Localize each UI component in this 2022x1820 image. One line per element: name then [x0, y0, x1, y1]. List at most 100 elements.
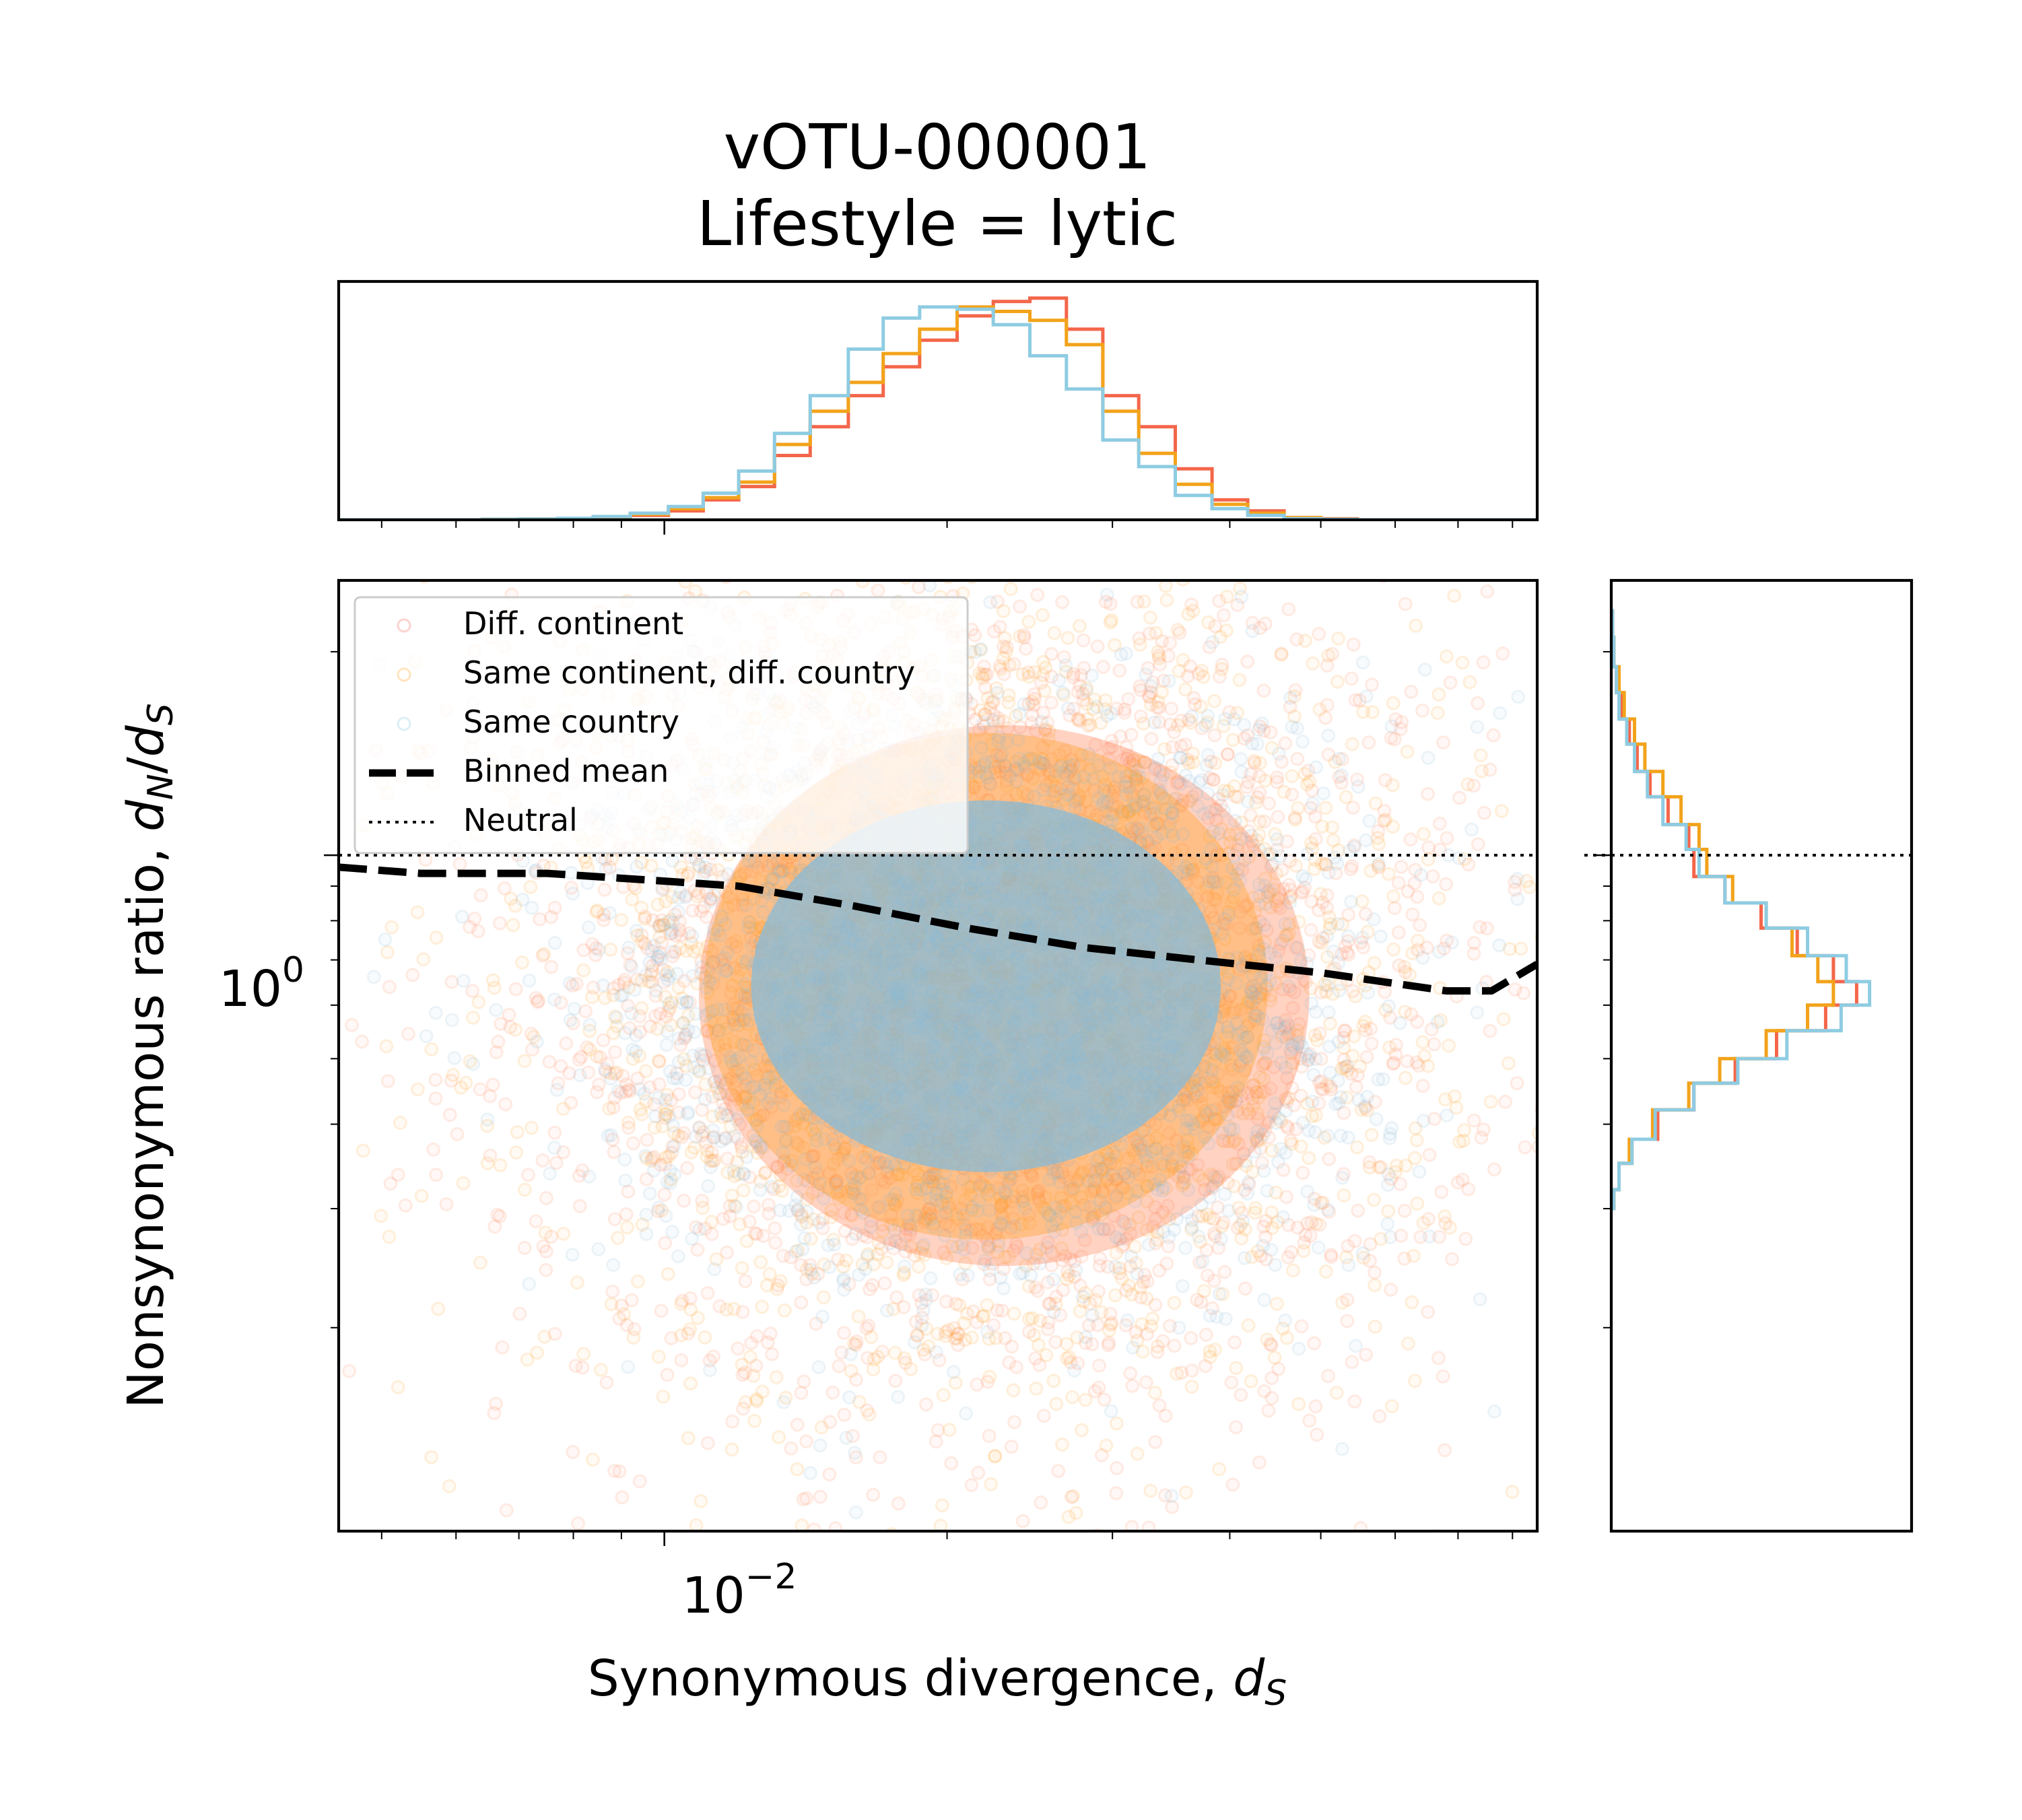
scatter-point [1301, 1052, 1316, 1067]
scatter-point [716, 1211, 731, 1226]
scatter-point [1063, 1174, 1077, 1188]
scatter-point [971, 1465, 986, 1480]
scatter-point [832, 1359, 846, 1374]
scatter-point [1480, 584, 1495, 599]
scatter-point [1115, 1213, 1130, 1228]
scatter-point [687, 883, 702, 898]
scatter-point [1541, 999, 1553, 1011]
scatter-point [671, 980, 686, 995]
scatter-point [1148, 1117, 1163, 1132]
scatter-point [1325, 646, 1340, 661]
scatter-point [1125, 753, 1140, 768]
scatter-point [1356, 1019, 1371, 1034]
scatter-point [405, 968, 420, 982]
scatter-point [658, 1110, 672, 1125]
scatter-point [790, 1417, 805, 1432]
scatter-point [1007, 656, 1021, 671]
scatter-point [1069, 1506, 1083, 1520]
scatter-point [1163, 558, 1175, 570]
scatter-point [1496, 1012, 1511, 1027]
scatter-point [584, 990, 599, 1005]
scatter-point [1234, 1388, 1248, 1403]
scatter-point [398, 1198, 413, 1213]
scatter-point [1036, 1409, 1051, 1423]
scatter-point [1124, 727, 1139, 742]
scatter-point [1340, 1582, 1352, 1594]
scatter-point [1387, 732, 1402, 747]
scatter-point [444, 974, 459, 989]
scatter-point [1131, 1210, 1146, 1225]
scatter-point [774, 853, 789, 868]
scatter-point [1013, 720, 1027, 735]
scatter-point [1217, 1099, 1232, 1114]
scatter-point [718, 452, 730, 464]
scatter-point [796, 1492, 811, 1507]
scatter-point [539, 1244, 553, 1259]
scatter-point [1143, 1483, 1158, 1498]
scatter-point [1340, 1314, 1355, 1328]
scatter-point [1215, 1219, 1229, 1234]
scatter-point [517, 1240, 532, 1255]
scatter-point [429, 1168, 444, 1182]
scatter-point [1020, 367, 1032, 379]
scatter-point [380, 945, 395, 959]
scatter-point [1739, 951, 1751, 963]
scatter-point [1053, 782, 1068, 796]
scatter-point [683, 1376, 698, 1391]
scatter-point [1467, 936, 1481, 950]
scatter-point [675, 1293, 689, 1308]
scatter-point [1409, 1133, 1424, 1148]
scatter-point [873, 1450, 887, 1464]
scatter-point [1646, 867, 1658, 879]
scatter-point [1170, 718, 1185, 733]
scatter-point [1345, 800, 1360, 815]
scatter-point [1318, 710, 1333, 725]
scatter-point [749, 1328, 764, 1343]
scatter-point [1237, 731, 1252, 746]
scatter-point [1153, 764, 1168, 779]
scatter-point [1240, 1085, 1255, 1100]
scatter-point [1250, 790, 1265, 805]
scatter-point [487, 980, 502, 995]
scatter-point [605, 1284, 620, 1299]
scatter-point [619, 1207, 634, 1221]
scatter-point [1403, 967, 1417, 982]
scatter-point [1245, 615, 1260, 630]
scatter-point [1382, 1040, 1397, 1055]
scatter-point [1330, 675, 1345, 689]
scatter-point [1046, 557, 1058, 569]
scatter-point [1608, 931, 1620, 943]
scatter-point [1178, 682, 1192, 697]
scatter-point [1133, 1636, 1145, 1648]
scatter-point [1139, 1375, 1153, 1390]
scatter-point [1019, 1617, 1032, 1629]
scatter-point [951, 1326, 966, 1341]
scatter-point [1198, 1075, 1213, 1089]
scatter-point [1152, 1398, 1167, 1413]
scatter-point [1159, 593, 1174, 607]
scatter-point [1123, 1366, 1138, 1381]
scatter-point [1431, 1351, 1446, 1366]
scatter-point [603, 860, 617, 875]
scatter-point [578, 1004, 593, 1019]
scatter-point [683, 995, 697, 1009]
scatter-point [755, 1384, 770, 1399]
scatter-point [677, 1193, 692, 1208]
scatter-point [1039, 489, 1051, 501]
scatter-point [536, 1239, 551, 1254]
scatter-point [1277, 784, 1291, 799]
scatter-point [1021, 669, 1036, 684]
scatter-point [1700, 1008, 1712, 1020]
scatter-point [1398, 1158, 1413, 1173]
scatter-point [1248, 1013, 1262, 1027]
scatter-point [639, 1172, 654, 1186]
scatter-point [1405, 1295, 1419, 1310]
scatter-point [1046, 446, 1058, 458]
scatter-point [1170, 1366, 1184, 1381]
scatter-point [630, 1274, 645, 1289]
scatter-point [1241, 1175, 1256, 1190]
scatter-point [1263, 725, 1278, 740]
scatter-point [483, 1089, 498, 1104]
scatter-point [787, 559, 799, 571]
scatter-point [1283, 854, 1298, 869]
